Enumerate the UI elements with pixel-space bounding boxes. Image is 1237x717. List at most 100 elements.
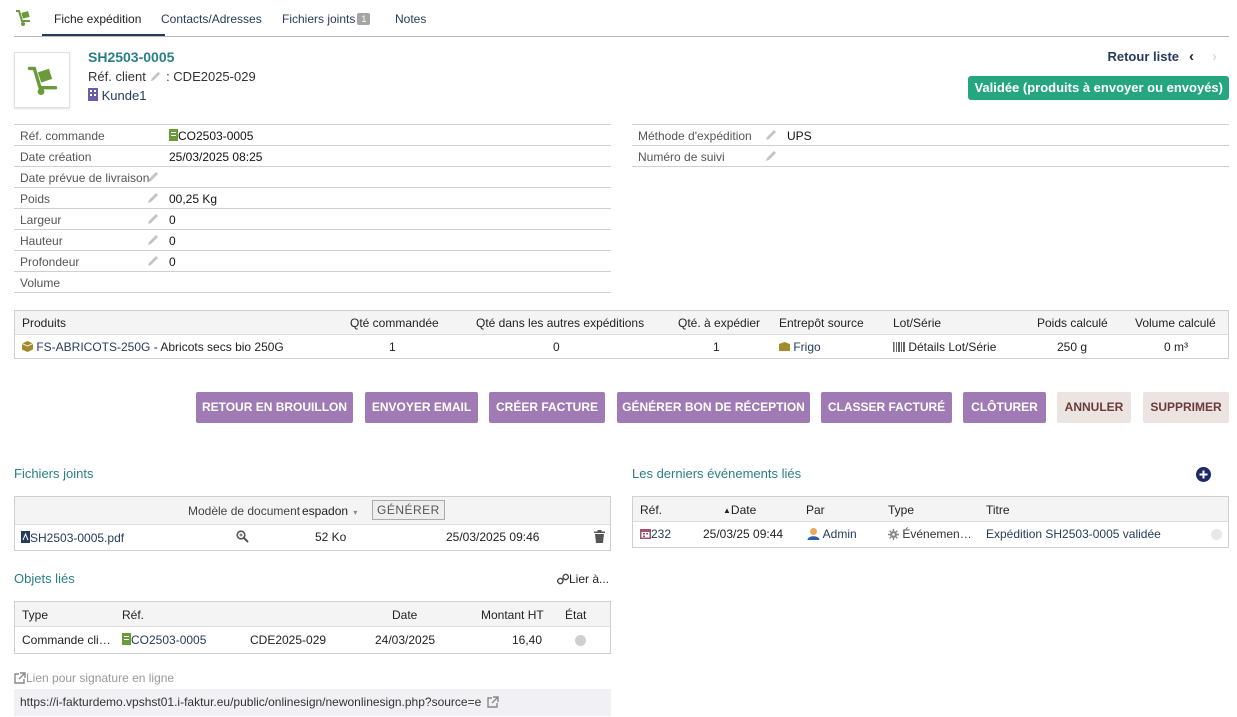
link-to-label: Lier à... <box>569 572 610 586</box>
products-table-header: Produits Qté commandée Qté dans les autr… <box>15 311 1228 335</box>
template-select[interactable]: espadon ▾ <box>300 502 364 520</box>
sort-date-column[interactable]: ▲Date <box>723 503 756 517</box>
field-value: 0 <box>169 255 176 269</box>
linked-ref-value: CO2503-0005 <box>131 633 207 647</box>
field-label: Numéro de suivi <box>638 150 725 164</box>
event-date: 25/03/25 09:44 <box>703 527 784 541</box>
trash-icon[interactable] <box>594 530 605 543</box>
open-url-external-icon[interactable] <box>486 696 499 708</box>
tab-notes[interactable]: Notes <box>395 12 427 26</box>
events-title: Les derniers événements liés <box>632 466 802 481</box>
event-status-dot <box>1211 529 1222 540</box>
column-header: Lot/Série <box>893 316 942 330</box>
generate-button[interactable]: GÉNÉRER <box>372 500 445 520</box>
edit-pencil-icon[interactable] <box>146 191 160 205</box>
product-ref-link[interactable]: FS-ABRICOTS-250G <box>36 340 151 354</box>
linked-objects-table: Type Réf. Date Montant HT État Commande … <box>14 601 611 654</box>
online-sign-url-field[interactable]: https://i-fakturdemo.vpshst01.i-faktur.e… <box>14 689 611 716</box>
link-to-button[interactable]: Lier à... <box>556 572 610 586</box>
qty-to-ship: 1 <box>713 340 720 354</box>
event-ref-link[interactable]: 232 <box>640 527 671 541</box>
shipment-logo-icon <box>16 10 30 26</box>
tab-contacts[interactable]: Contacts/Adresses <box>161 12 262 26</box>
field-label: Date création <box>20 150 92 164</box>
order-ref-link[interactable]: CO2503-0005 <box>169 129 253 143</box>
lot-details-cell[interactable]: Détails Lot/Série <box>893 340 996 354</box>
tab-shipment-card[interactable]: Fiche expédition <box>54 12 142 26</box>
edit-pencil-icon[interactable] <box>146 233 160 247</box>
barcode-icon <box>893 342 905 352</box>
column-header: Qté. à expédier <box>678 316 761 330</box>
create-invoice-button[interactable]: Créer facture <box>489 392 605 423</box>
previous-record-chevron-icon[interactable]: ‹ <box>1189 48 1194 65</box>
online-sign-url: https://i-fakturdemo.vpshst01.i-faktur.e… <box>20 695 482 709</box>
ref-client-line: Réf. client : CDE2025-029 <box>88 69 256 84</box>
edit-pencil-icon[interactable] <box>146 170 160 184</box>
template-value: espadon <box>302 504 349 518</box>
tab-bar: Fiche expédition Contacts/Adresses Fichi… <box>14 0 1229 37</box>
events-table: Réf. ▲Date Par Type Titre 232 25/03/25 0… <box>632 496 1229 548</box>
tab-attached-files[interactable]: Fichiers joints 1 <box>282 12 371 26</box>
delete-button[interactable]: Supprimer <box>1143 392 1229 423</box>
column-header: Produits <box>22 316 67 330</box>
event-user-link[interactable]: Admin <box>807 527 857 541</box>
online-sign-label: Lien pour signature en ligne <box>26 671 175 685</box>
field-row-tracking-number: Numéro de suivi <box>632 146 1229 167</box>
qty-ordered: 1 <box>389 340 396 354</box>
field-row-width: Largeur 0 <box>14 209 611 230</box>
column-header: Type <box>888 503 915 517</box>
send-email-button[interactable]: Envoyer email <box>365 392 478 423</box>
external-link-icon <box>14 672 26 684</box>
attached-files-box: Modèle de document espadon ▾ GÉNÉRER SH2… <box>14 496 611 551</box>
attached-file-link[interactable]: SH2503-0005.pdf <box>21 531 124 545</box>
event-title-link[interactable]: Expédition SH2503-0005 validée <box>986 527 1161 541</box>
field-row-order-ref: Réf. commande CO2503-0005 <box>14 125 611 146</box>
close-shipment-button[interactable]: Clôturer <box>963 392 1046 423</box>
field-label: Date prévue de livraison <box>20 171 150 185</box>
field-label: Largeur <box>20 213 62 227</box>
generate-reception-button[interactable]: Générer bon de réception <box>617 392 810 423</box>
column-header: Titre <box>986 503 1010 517</box>
chain-link-icon <box>556 573 570 585</box>
shipment-fields-left: Réf. commande CO2503-0005 Date création … <box>14 124 611 293</box>
linked-ref-link[interactable]: CO2503-0005 <box>122 633 206 647</box>
edit-pencil-icon[interactable] <box>146 254 160 268</box>
classify-billed-button[interactable]: Classer facturé <box>821 392 952 423</box>
order-ref-value: CO2503-0005 <box>178 129 254 143</box>
edit-pencil-icon[interactable] <box>764 149 778 163</box>
pdf-file-icon <box>21 531 30 543</box>
shipment-fields-right: Méthode d'expédition UPS Numéro de suivi <box>632 124 1229 167</box>
field-label: Réf. commande <box>20 129 105 143</box>
back-to-draft-button[interactable]: Retour en brouillon <box>196 392 353 423</box>
column-header: Type <box>22 608 49 622</box>
edit-pencil-icon[interactable] <box>764 128 778 142</box>
file-date: 25/03/2025 09:46 <box>446 530 540 544</box>
column-header: Date <box>730 503 757 517</box>
field-row-creation-date: Date création 25/03/2025 08:25 <box>14 146 611 167</box>
column-header: Par <box>806 503 825 517</box>
back-to-list-link[interactable]: Retour liste <box>1107 49 1179 64</box>
thirdparty-link[interactable]: Kunde1 <box>88 88 146 103</box>
edit-pencil-icon[interactable] <box>146 212 160 226</box>
event-user-name: Admin <box>822 527 857 541</box>
product-box-icon <box>21 341 34 352</box>
calendar-icon <box>640 529 651 539</box>
column-header: Volume calculé <box>1135 316 1216 330</box>
field-row-shipping-method: Méthode d'expédition UPS <box>632 125 1229 146</box>
cancel-button[interactable]: Annuler <box>1057 392 1131 423</box>
order-document-icon <box>122 633 131 645</box>
file-size: 52 Ko <box>315 530 347 544</box>
field-row-volume: Volume <box>14 272 611 293</box>
warehouse-link[interactable]: Frigo <box>779 340 821 354</box>
edit-ref-client-pencil-icon[interactable] <box>149 70 162 83</box>
column-header: État <box>565 608 587 622</box>
linked-ref-client: CDE2025-029 <box>250 633 327 647</box>
product-cell: FS-ABRICOTS-250G - Abricots secs bio 250… <box>21 340 284 354</box>
sort-up-icon: ▲ <box>723 506 731 515</box>
add-event-plus-icon[interactable] <box>1196 467 1211 482</box>
event-ref-value: 232 <box>651 527 672 541</box>
zoom-preview-icon[interactable] <box>236 530 249 543</box>
warehouse-name: Frigo <box>793 340 821 354</box>
linked-date: 24/03/2025 <box>375 633 436 647</box>
attached-file-name: SH2503-0005.pdf <box>30 531 125 545</box>
